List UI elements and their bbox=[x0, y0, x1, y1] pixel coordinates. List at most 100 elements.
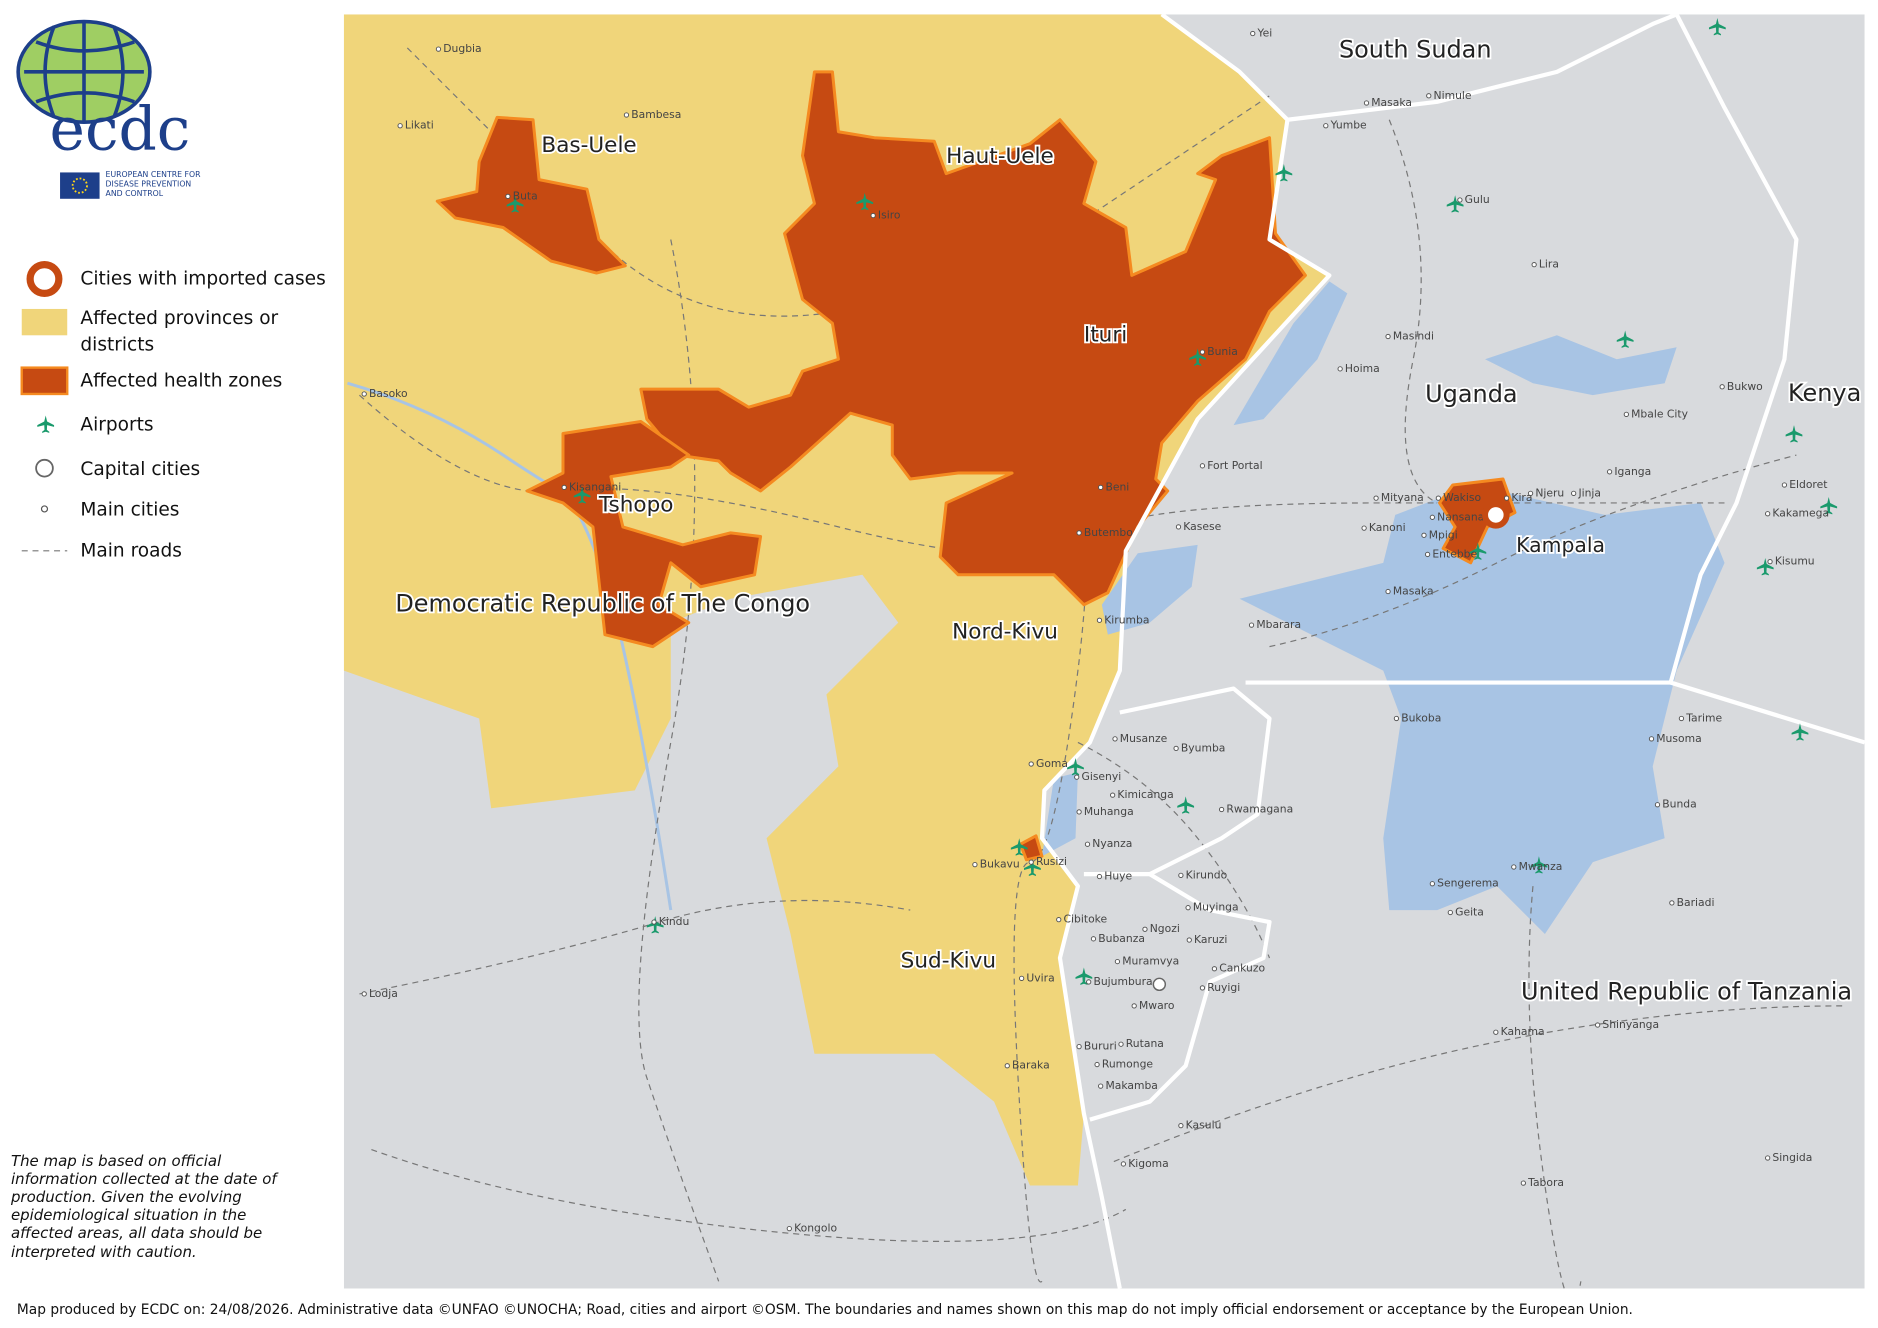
road bbox=[638, 239, 720, 1282]
city-label: Bururi bbox=[1084, 1040, 1117, 1053]
lake-albert bbox=[1233, 281, 1348, 426]
city-label: Bujumbura bbox=[1093, 975, 1152, 988]
road bbox=[1528, 886, 1582, 1289]
city-dot bbox=[1142, 926, 1148, 932]
imported-city: Kampala bbox=[1482, 501, 1607, 559]
city-dot bbox=[1199, 349, 1206, 355]
city-dot bbox=[1385, 333, 1391, 340]
city-label: Kisangani bbox=[569, 480, 621, 493]
city-label: Byumba bbox=[1181, 741, 1226, 754]
capital-dot bbox=[1152, 977, 1167, 992]
city-label: Dugbia bbox=[443, 42, 481, 55]
city-dot bbox=[1503, 495, 1510, 501]
city-dot bbox=[870, 212, 876, 219]
city-dot bbox=[1094, 1061, 1100, 1068]
province-label: Ituri bbox=[1084, 322, 1127, 347]
city-label: Likati bbox=[405, 119, 434, 132]
border bbox=[1039, 14, 1332, 1289]
city-label: Iganga bbox=[1614, 465, 1651, 478]
city-dot bbox=[1109, 792, 1116, 798]
city-label: Mwaro bbox=[1139, 999, 1174, 1012]
province-labels: Bas-Uele Haut-Uele Ituri Tshopo Nord-Kiv… bbox=[540, 131, 1129, 975]
city-label: Shinyanga bbox=[1602, 1018, 1659, 1031]
city-label: Rwamagana bbox=[1226, 802, 1293, 815]
city-label: Bariadi bbox=[1677, 896, 1715, 909]
city-dot bbox=[1076, 530, 1082, 536]
city-label: Baraka bbox=[1012, 1059, 1050, 1072]
city-label: Entebbe bbox=[1432, 547, 1477, 560]
city-label: Fort Portal bbox=[1207, 459, 1262, 472]
city-dot bbox=[1520, 1180, 1527, 1186]
border bbox=[1089, 686, 1272, 1122]
city-label: Cankuzo bbox=[1219, 962, 1265, 975]
city-dot bbox=[397, 123, 403, 129]
road bbox=[1269, 454, 1797, 648]
city-dot bbox=[1028, 761, 1034, 767]
city-dot bbox=[1447, 909, 1453, 916]
city-dot bbox=[1511, 864, 1517, 870]
city-dot bbox=[972, 861, 978, 868]
road bbox=[359, 899, 911, 995]
city-dot bbox=[1186, 937, 1192, 943]
city-label: Rusizi bbox=[1036, 855, 1067, 868]
logo-org: EUROPEAN CENTRE FOR bbox=[106, 170, 202, 179]
city-label: Jinja bbox=[1577, 486, 1601, 499]
city-label: Bunda bbox=[1662, 798, 1696, 811]
city-dot bbox=[561, 484, 567, 491]
disclaimer-line: affected areas, all data should be bbox=[11, 1224, 262, 1242]
legend-airport-symbol bbox=[37, 415, 55, 433]
city-label: Yumbe bbox=[1330, 119, 1367, 132]
city-label: Buta bbox=[513, 189, 538, 202]
city-label: Tabora bbox=[1527, 1176, 1564, 1189]
city-label: Kasulu bbox=[1186, 1119, 1222, 1132]
city-dot bbox=[1363, 100, 1370, 106]
city-label: Bukwo bbox=[1727, 380, 1763, 393]
city-dot bbox=[1076, 809, 1082, 815]
lake-kivu bbox=[1041, 772, 1078, 857]
logo-org: AND CONTROL bbox=[106, 189, 164, 198]
province-label: Sud-Kivu bbox=[901, 949, 996, 974]
city-label: Mbarara bbox=[1256, 618, 1301, 631]
health-zone bbox=[1018, 834, 1044, 862]
city-dot bbox=[1527, 490, 1534, 496]
health-zones bbox=[435, 70, 1517, 862]
city-dot bbox=[1648, 736, 1655, 742]
city-label: Singida bbox=[1772, 1151, 1812, 1164]
city-label: Goma bbox=[1036, 757, 1068, 770]
city-dot bbox=[1120, 1161, 1127, 1167]
city-dot bbox=[361, 991, 367, 997]
city-label: Kimicanga bbox=[1117, 788, 1173, 801]
legend-capital-symbol bbox=[35, 458, 54, 478]
city-dot bbox=[1178, 1122, 1184, 1129]
eu-stars bbox=[71, 177, 88, 194]
city-dot bbox=[651, 919, 657, 925]
eu-flag bbox=[60, 172, 100, 199]
city-label: Masaka bbox=[1393, 585, 1434, 598]
city-label: Mwanza bbox=[1519, 860, 1563, 873]
city-label: Kindu bbox=[659, 915, 690, 928]
city-label: Butembo bbox=[1084, 526, 1133, 539]
province-label: Tshopo bbox=[598, 492, 674, 517]
health-zone bbox=[525, 420, 763, 649]
city-label: Kirundo bbox=[1186, 868, 1228, 881]
city-label: Sengerema bbox=[1437, 877, 1499, 890]
city-label: Lira bbox=[1539, 258, 1559, 271]
city-label: Muhanga bbox=[1084, 805, 1134, 818]
city-label: Bambesa bbox=[631, 108, 681, 121]
city-dot bbox=[1429, 881, 1435, 887]
city-label: Wakiso bbox=[1443, 491, 1481, 504]
city-dot bbox=[1185, 905, 1191, 911]
city-label: Geita bbox=[1455, 905, 1484, 918]
city-label: Bunia bbox=[1207, 345, 1238, 358]
city-dot bbox=[1175, 524, 1182, 530]
footer: Map produced by ECDC on: 24/08/2026. Adm… bbox=[17, 1302, 1633, 1318]
legend-label: districts bbox=[80, 334, 154, 355]
city-label: Njeru bbox=[1535, 486, 1564, 499]
city-dot bbox=[1424, 551, 1431, 558]
city-label: Kasese bbox=[1183, 520, 1221, 533]
city-label: Kisumu bbox=[1775, 555, 1815, 568]
country-labels: South Sudan Uganda Kenya Democratic Repu… bbox=[394, 33, 1864, 1007]
city-dot bbox=[1594, 1022, 1601, 1028]
